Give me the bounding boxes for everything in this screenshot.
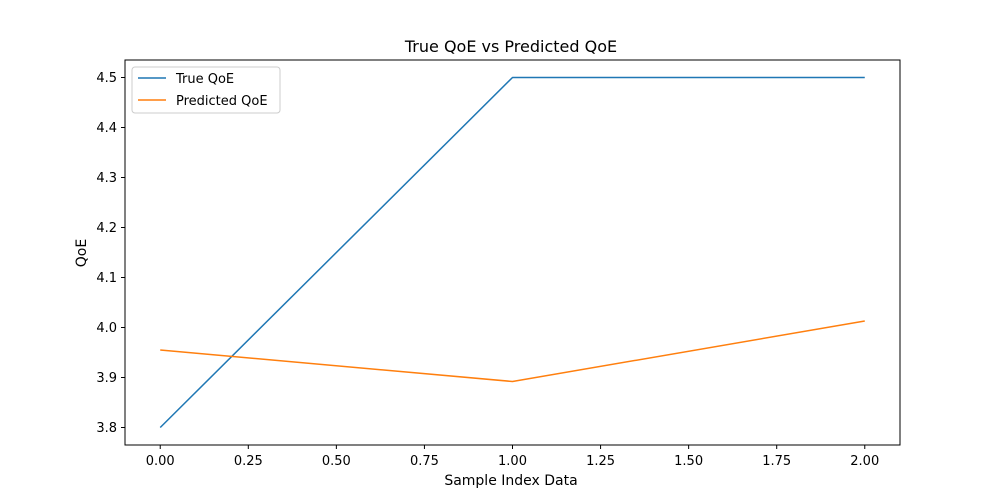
x-tick-label: 1.00 <box>498 454 527 469</box>
x-tick-label: 2.00 <box>850 454 879 469</box>
legend: True QoE Predicted QoE <box>131 66 281 114</box>
x-axis-label: Sample Index Data <box>444 473 577 489</box>
y-tick-label: 3.8 <box>96 421 117 436</box>
y-tick-label: 4.5 <box>96 71 117 86</box>
y-tick-label: 3.9 <box>96 371 117 386</box>
y-tick-label: 4.2 <box>96 221 117 236</box>
chart-title: True QoE vs Predicted QoE <box>404 37 617 56</box>
x-tick-label: 0.25 <box>234 454 263 469</box>
series-line-predicted-qoe <box>160 320 865 383</box>
legend-label-true-qoe: True QoE <box>175 72 234 87</box>
x-tick-label: 0.00 <box>146 454 175 469</box>
series-lines <box>159 76 865 429</box>
x-tick-label: 0.50 <box>322 454 351 469</box>
series-line-true-qoe <box>159 76 865 429</box>
x-tick-label: 1.75 <box>762 454 791 469</box>
x-tick-label: 0.75 <box>410 454 439 469</box>
y-tick-label: 4.0 <box>96 321 117 336</box>
y-axis-label: QoE <box>74 239 90 267</box>
x-tick-label: 1.50 <box>674 454 703 469</box>
legend-box <box>131 66 281 114</box>
y-tick-label: 4.3 <box>96 171 117 186</box>
y-tick-label: 4.1 <box>96 271 117 286</box>
x-axis-ticks: 0.00 0.25 0.50 0.75 1.00 1.25 1.50 1.75 2.00 <box>146 445 879 469</box>
y-axis-ticks: 3.8 3.9 4.0 4.1 4.2 4.3 4.4 4.5 <box>96 71 125 436</box>
legend-label-predicted-qoe: Predicted QoE <box>176 94 268 109</box>
x-tick-label: 1.25 <box>586 454 615 469</box>
y-tick-label: 4.4 <box>96 121 117 136</box>
